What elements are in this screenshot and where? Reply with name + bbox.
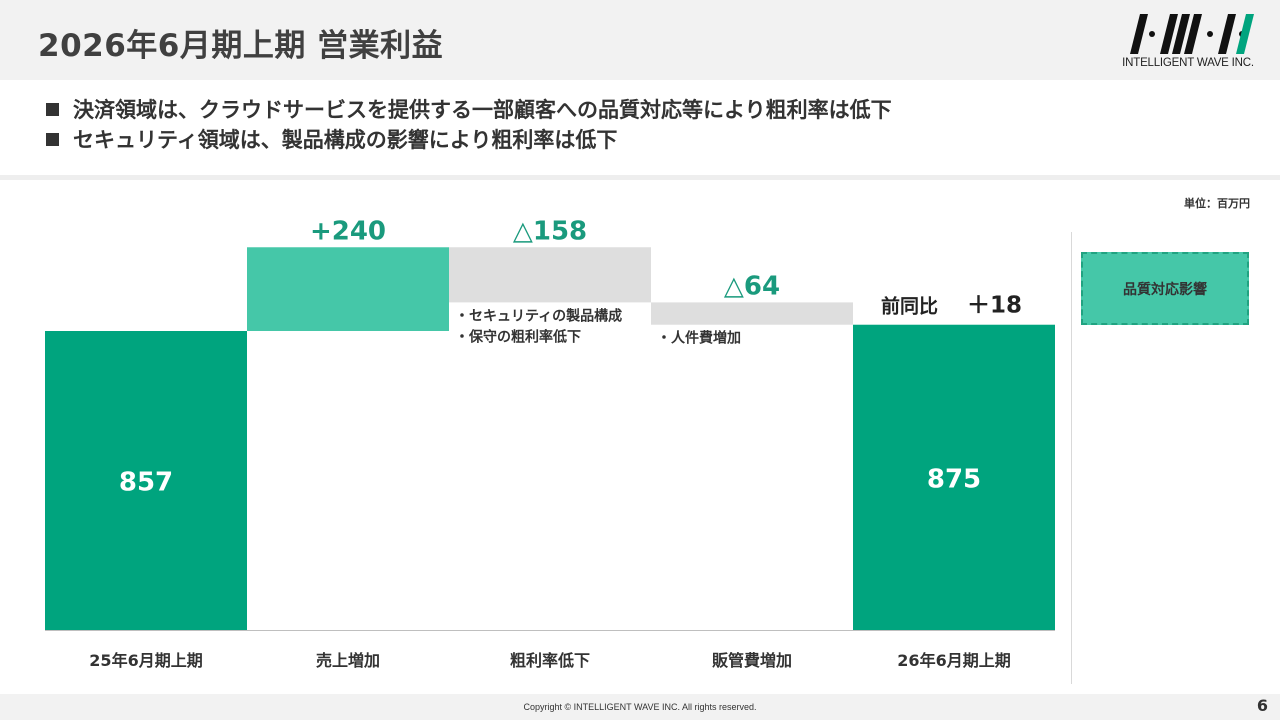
bar-value-label: +240	[310, 216, 386, 246]
waterfall-chart: 857 25年6月期上期 +240 売上増加 △158 ・セキュリティの製品構成・保守の粗…	[45, 216, 1055, 670]
footer: Copyright © INTELLIGENT WAVE INC. All ri…	[0, 694, 1280, 720]
page-title: 2026年6月期上期 営業利益	[38, 28, 444, 64]
legend-quality-impact: 品質対応影響	[1081, 252, 1249, 325]
bar-note-label: ・セキュリティの製品構成	[455, 307, 622, 324]
page-number: 6	[1256, 696, 1268, 715]
bar-value-label: 857	[119, 468, 173, 498]
waterfall-bar	[247, 247, 449, 331]
unit-label: 単位：百万円	[1184, 197, 1250, 210]
waterfall-bar	[651, 302, 853, 325]
bar-value-label: △64	[724, 271, 780, 301]
bar-value-label: 875	[927, 464, 981, 494]
waterfall-bar	[45, 331, 247, 630]
waterfall-bar	[853, 324, 1055, 630]
legend-label: 品質対応影響	[1123, 281, 1207, 298]
copyright: Copyright © INTELLIGENT WAVE INC. All ri…	[523, 702, 757, 712]
square-bullet-icon	[46, 133, 59, 146]
legend-divider	[1071, 232, 1072, 684]
company-logo: INTELLIGENT WAVE INC.	[1118, 12, 1258, 72]
section-divider	[0, 175, 1280, 180]
category-tick-label: 販管費増加	[712, 651, 792, 670]
yoy-label: 前同比	[881, 295, 938, 318]
bar-note-label: ・人件費増加	[657, 330, 741, 347]
yoy-value: ＋18	[967, 293, 1022, 319]
logo-text: INTELLIGENT WAVE INC.	[1122, 57, 1254, 69]
header: 2026年6月期上期 営業利益 INTELLIGENT WAVE INC.	[0, 0, 1280, 80]
bullet-item: 決済領域は、クラウドサービスを提供する一部顧客への品質対応等により粗利率は低下	[46, 95, 892, 125]
category-tick-label: 25年6月期上期	[89, 651, 202, 670]
square-bullet-icon	[46, 103, 59, 116]
category-tick-label: 26年6月期上期	[897, 651, 1010, 670]
category-tick-label: 売上増加	[316, 651, 380, 670]
bullet-list: 決済領域は、クラウドサービスを提供する一部顧客への品質対応等により粗利率は低下 …	[46, 95, 892, 155]
waterfall-bar	[449, 247, 651, 303]
bar-value-label: △158	[513, 216, 587, 246]
bullet-item: セキュリティ領域は、製品構成の影響により粗利率は低下	[46, 125, 892, 155]
logo-mark-icon	[1130, 14, 1254, 54]
bar-note-label: ・保守の粗利率低下	[455, 328, 581, 345]
category-tick-label: 粗利率低下	[510, 651, 590, 670]
